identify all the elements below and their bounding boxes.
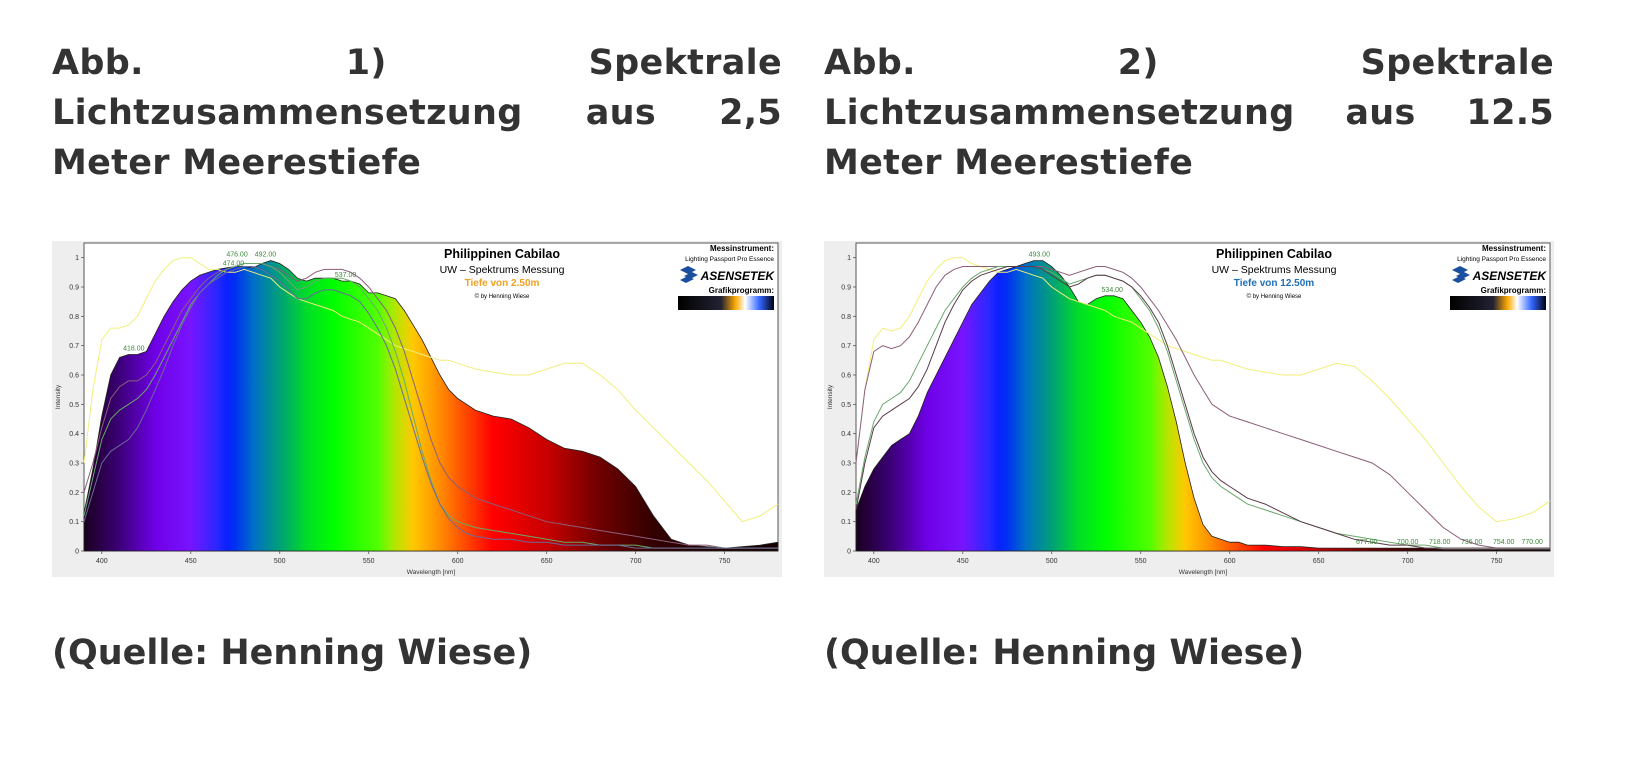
asensetek-logo-text: ASENSETEK [1472,269,1548,283]
x-tick-label: 600 [452,558,464,565]
x-tick-label: 750 [1491,558,1503,565]
software-heading: Grafikprogramm: [1481,286,1546,295]
y-tick-label: 0.8 [841,314,851,321]
x-tick-label: 750 [719,558,731,565]
chart-title: Philippinen Cabilao [1216,247,1332,261]
instrument-name: Lighting Passport Pro Essence [685,256,774,263]
x-tick-label: 450 [957,558,969,565]
software-heading: Grafikprogramm: [709,286,774,295]
instrument-heading: Messinstrument: [1482,244,1546,253]
asensetek-logo: ASENSETEK [680,266,775,283]
peak-label: 770.00 [1521,539,1543,546]
peak-label: 534.00 [1102,287,1124,294]
chart-subtitle: UW – Spektrums Messung [440,264,565,276]
x-tick-label: 600 [1224,558,1236,565]
credit-label: © by Henning Wiese [1247,293,1302,300]
figure-1-caption: Abb. 1) Spektrale Lichtzusammensetzung a… [52,43,782,183]
x-axis-label: Wavelength [nm] [1179,569,1228,576]
y-tick-label: 0.4 [841,431,851,438]
figure-1-source: (Quelle: Henning Wiese) [52,633,533,673]
peak-label: 492.00 [255,252,277,259]
y-tick-label: 0 [847,549,851,556]
peak-label: 537.00 [335,272,357,279]
peak-label: 736.00 [1461,539,1483,546]
figure-2-source: (Quelle: Henning Wiese) [824,633,1305,673]
asensetek-logo-mark [680,266,698,283]
y-tick-label: 0.2 [841,490,851,497]
x-tick-label: 450 [185,558,197,565]
y-tick-label: 0.1 [841,519,851,526]
x-tick-label: 650 [1313,558,1325,565]
chart-title: Philippinen Cabilao [444,247,560,261]
y-tick-label: 0.2 [69,490,79,497]
y-tick-label: 0.9 [69,285,79,292]
y-tick-label: 0.1 [69,519,79,526]
overlay-line-2 [855,266,1550,549]
y-tick-label: 0.6 [69,373,79,380]
software-logo [678,296,774,310]
peak-label: 493.00 [1029,252,1051,259]
spectrum-area [855,260,1551,552]
x-tick-label: 500 [274,558,286,565]
y-tick-label: 1 [75,255,79,262]
y-tick-label: 0.4 [69,431,79,438]
spectrum-chart-12-5m: 0 0.1 0.2 0.3 0.4 0.5 0.6 0.7 0.8 0.9 1 400 450 500 55… [827,242,1551,576]
peak-label: 754.00 [1493,539,1515,546]
x-axis-label: Wavelength [nm] [407,569,456,576]
y-tick-label: 0.7 [69,343,79,350]
overlay-line-1 [855,257,1551,523]
peak-label: 418.00 [123,345,145,352]
y-tick-label: 0.3 [841,461,851,468]
x-tick-label: 400 [868,558,880,565]
instrument-name: Lighting Passport Pro Essence [1457,256,1546,263]
depth-label: Tiefe von 12.50m [1234,278,1315,289]
peak-label: 476.00 [226,252,248,259]
y-tick-label: 0 [75,549,79,556]
y-tick-label: 1 [847,255,851,262]
peak-label: 700.00 [1397,539,1419,546]
spectrum-area [83,260,779,552]
peak-label: 474.00 [223,260,245,267]
figure-2-chart: 0 0.1 0.2 0.3 0.4 0.5 0.6 0.7 0.8 0.9 1 400 450 500 55… [824,241,1554,577]
figure-2-caption: Abb. 2) Spektrale Lichtzusammensetzung a… [824,43,1554,183]
credit-label: © by Henning Wiese [475,293,530,300]
x-tick-label: 500 [1046,558,1058,565]
y-axis-label: Intensity [827,384,834,409]
y-tick-label: 0.5 [69,402,79,409]
y-tick-label: 0.5 [841,402,851,409]
x-tick-label: 550 [363,558,375,565]
overlay-line-4 [83,266,778,549]
depth-label: Tiefe von 2.50m [465,278,540,289]
asensetek-logo-mark [1452,266,1470,283]
overlay-line-1 [83,257,779,523]
y-tick-label: 0.9 [841,285,851,292]
y-tick-label: 0.7 [841,343,851,350]
y-axis-label: Intensity [55,384,62,409]
software-logo [1450,296,1546,310]
peak-label: 677.00 [1356,539,1378,546]
figure-1-chart: 0 0.1 0.2 0.3 0.4 0.5 0.6 0.7 0.8 0.9 1 400 450 500 55… [52,241,782,577]
x-tick-label: 400 [96,558,108,565]
overlay-line-4 [855,266,1550,549]
asensetek-logo: ASENSETEK [1452,266,1547,283]
y-tick-label: 0.3 [69,461,79,468]
y-tick-label: 0.8 [69,314,79,321]
x-tick-label: 550 [1135,558,1147,565]
asensetek-logo-text: ASENSETEK [700,269,776,283]
chart-subtitle: UW – Spektrums Messung [1212,264,1337,276]
x-tick-label: 650 [541,558,553,565]
x-tick-label: 700 [630,558,642,565]
y-tick-label: 0.6 [841,373,851,380]
x-tick-label: 700 [1402,558,1414,565]
overlay-line-2 [83,263,778,549]
instrument-heading: Messinstrument: [710,244,774,253]
peak-label: 718.00 [1429,539,1451,546]
spectrum-chart-2-5m: 0 0.1 0.2 0.3 0.4 0.5 0.6 0.7 0.8 0.9 1 400 450 500 55… [55,242,779,576]
